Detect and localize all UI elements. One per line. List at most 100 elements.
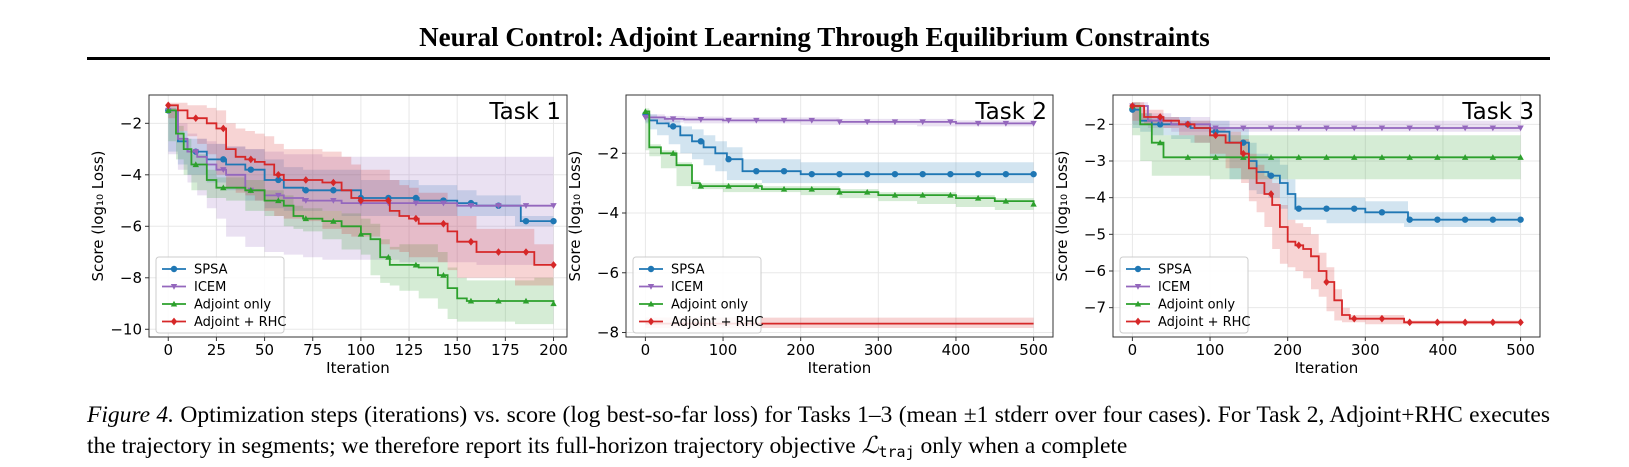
panel-3-chart: 0 100 200 300 400 500 −2 −3 −4 −5 −6 −7 Iteration Sco… [1053,94,1541,377]
panel-2-legend-marker-adjoint-rhc [647,317,655,326]
panel-1-band-icem [168,107,554,265]
panel-3-marker-icem [1212,125,1219,132]
panel-2-line-icem [645,116,1034,125]
panel-2-marker-adjoint-only [780,185,788,192]
panel-1-marker-adjoint-only [522,297,530,304]
panel-2-marker-adjoint-only [836,188,843,195]
panel-1-marker-adjoint-rhc [220,124,227,133]
panel-3-ytick-label: −5 [1084,225,1106,243]
panel-2-line-spsa [645,113,1034,176]
panel-1-ytick-label: −4 [120,166,142,184]
panel-3-marker-adjoint-rhc [1351,314,1358,323]
panel-3-marker-adjoint-only [1267,154,1275,160]
panel-3-band-adjoint-only [1132,102,1521,180]
panel-3-marker-adjoint-only [1461,154,1469,160]
panel-3-ytick-label: −6 [1084,262,1106,280]
panel-2-marker-spsa [864,170,871,178]
panel-1-marker-spsa [302,187,310,194]
panel-1-marker-adjoint-only [440,272,447,278]
panel-1-marker-adjoint-only [330,217,337,224]
panel-1-marker-adjoint-rhc [467,237,475,246]
panel-1-marker-adjoint-rhc [385,196,392,205]
panel-3-xtick-label: 400 [1429,341,1458,359]
panel-3-marker-icem [1378,125,1386,132]
panel-2-legend-label-spsa: SPSA [671,263,705,278]
panel-2-marker-adjoint-only [974,194,982,201]
panel-3-marker-adjoint-only [1156,139,1164,146]
panel-1-title: Task 1 [488,99,561,125]
panel-2-ytick-label: −6 [597,264,619,282]
panel-3-marker-adjoint-rhc [1156,113,1164,121]
panel-3-marker-icem [1267,125,1275,132]
panel-2-marker-adjoint-only [1002,197,1010,204]
panel-3-legend-label-adjoint-only: Adjoint only [1158,298,1235,313]
panel-2-marker-spsa [947,170,954,178]
panel-1-marker-adjoint-rhc [495,248,502,256]
panel-1-marker-adjoint-only [412,261,420,268]
panel-3-marker-spsa [1434,216,1441,223]
panel-1-marker-adjoint-rhc [192,114,199,123]
panel-1-marker-adjoint-rhc [165,101,172,110]
panel-1-marker-icem [440,200,447,207]
panel-2-marker-spsa [974,170,982,178]
panel-1-marker-spsa [220,156,227,163]
panel-1-marker-adjoint-only [357,230,365,237]
panel-2-xtick-label: 0 [641,341,651,359]
panel-1-marker-spsa [522,217,530,225]
panel-1-legend-box [155,256,285,334]
panel-2-marker-icem [891,119,899,126]
panel-3-marker-adjoint-only [1184,154,1192,160]
panel-2-xtick-label: 300 [864,341,893,359]
panel-1-xlabel: Iteration [326,359,390,377]
panel-2-marker-icem [780,117,788,124]
panel-2-marker-adjoint-only [697,182,705,189]
panel-1-marker-icem [495,203,502,209]
panel-1-marker-adjoint-rhc [247,155,255,164]
panel-1-marker-adjoint-only [192,161,199,168]
panel-2-frame [625,94,1054,338]
panel-3-marker-adjoint-rhc [1129,102,1136,110]
panel-2-marker-adjoint-only [642,108,649,114]
panel-1-marker-adjoint-only [385,253,392,260]
panel-1-plot-area [165,101,557,325]
panel-3-marker-adjoint-only [1406,154,1413,160]
panel-3-legend-label-icem: ICEM [1158,280,1190,295]
panel-1-legend-label-adjoint-only: Adjoint only [194,298,271,313]
panel-3-marker-spsa [1295,205,1302,212]
panel-1-marker-icem [220,167,227,173]
panel-3-marker-spsa [1461,216,1469,223]
panel-3-marker-spsa [1323,205,1330,212]
panel-1-marker-adjoint-rhc [275,170,282,179]
panel-2-marker-adjoint-only [1030,200,1037,207]
panel-2-plot-area [642,108,1037,328]
panel-1-xtick-label: 100 [347,341,376,359]
panel-3-marker-adjoint-rhc [1461,318,1469,327]
panel-2-marker-spsa [697,138,705,145]
panel-2-marker-icem [974,120,982,127]
panel-3-plot-area [1129,102,1524,327]
panel-3-marker-adjoint-rhc [1212,131,1219,140]
panel-1-ytick-label: −8 [120,269,142,287]
panel-1-marker-adjoint-rhc [330,178,337,187]
panel-1-legend-label-icem: ICEM [194,280,226,295]
panel-1-marker-icem [192,149,199,155]
panel-1-marker-adjoint-rhc [522,248,530,256]
panel-3-marker-spsa [1489,216,1497,223]
panel-1-xtick-label: 150 [443,341,472,359]
panel-3-line-icem [1132,105,1521,129]
panel-3-marker-icem [1156,118,1164,124]
panel-3-legend-marker-adjoint-rhc [1134,317,1142,326]
panel-3-marker-adjoint-rhc [1406,318,1413,327]
panel-1-marker-icem [302,197,310,204]
caption-text-1: Optimization steps (iterations) vs. scor… [87,402,1551,459]
panel-2-marker-icem [947,119,954,126]
panel-3-marker-icem [1489,125,1497,132]
panel-3-marker-adjoint-rhc [1240,149,1247,158]
panel-2-marker-spsa [669,123,677,130]
panel-2-marker-icem [725,117,732,124]
panel-2-line-adjoint-only [645,110,1035,204]
panel-2-marker-icem [836,119,843,126]
panel-3-marker-icem [1406,125,1413,132]
panel-1-legend-marker-adjoint-only [170,300,178,307]
panel-2-marker-icem [642,114,649,121]
